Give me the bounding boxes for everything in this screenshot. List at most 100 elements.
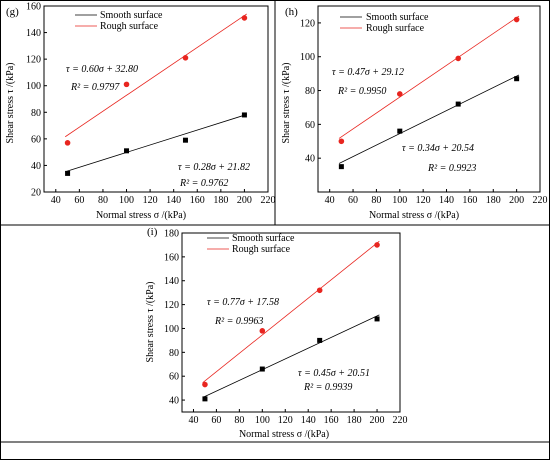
data-point-smooth <box>338 164 344 170</box>
data-point-rough <box>374 242 380 248</box>
equation-rough: τ = 0.60σ + 32.80 <box>66 64 138 75</box>
x-tick-label: 160 <box>462 195 477 206</box>
x-tick-label: 60 <box>74 195 84 206</box>
r2-smooth: R² = 0.9762 <box>179 178 228 189</box>
legend-label-smooth: Smooth surface <box>100 10 163 21</box>
y-tick-label: 40 <box>169 396 179 407</box>
x-tick-label: 200 <box>370 415 385 426</box>
y-tick-label: 100 <box>300 52 315 63</box>
chart-panel-g: (g) Shear stress τ /(kPa) Normal stress … <box>5 2 276 222</box>
x-tick-label: 100 <box>255 415 270 426</box>
x-tick-label: 200 <box>237 195 252 206</box>
fit-line-rough <box>202 240 380 384</box>
x-tick-label: 180 <box>347 415 362 426</box>
y-tick-label: 20 <box>31 188 41 199</box>
data-point-smooth <box>65 170 71 176</box>
data-point-rough <box>259 328 266 334</box>
panel-label: (h) <box>285 6 298 18</box>
y-tick-label: 120 <box>300 18 315 29</box>
x-tick-label: 140 <box>166 195 181 206</box>
data-point-rough <box>513 16 520 23</box>
equation-rough: τ = 0.47σ + 29.12 <box>332 67 404 78</box>
y-tick-label: 100 <box>164 324 179 335</box>
data-point-rough <box>396 91 403 97</box>
panel-label: (i) <box>147 226 158 238</box>
y-axis-label: Shear stress τ /(kPa) <box>5 63 16 144</box>
y-tick-label: 160 <box>164 252 179 263</box>
equation-rough: τ = 0.77σ + 17.58 <box>207 297 279 308</box>
data-point-rough <box>316 287 323 294</box>
fit-line-smooth <box>202 314 380 398</box>
legend-label-rough: Rough surface <box>100 21 159 32</box>
y-tick-label: 60 <box>305 120 315 131</box>
x-tick-label: 160 <box>190 195 205 206</box>
x-tick-label: 120 <box>278 415 293 426</box>
y-tick-label: 160 <box>26 2 41 13</box>
equation-smooth: τ = 0.45σ + 20.51 <box>298 368 370 379</box>
x-axis-label: Normal stress σ /(kPa) <box>369 210 459 221</box>
data-point-smooth <box>397 128 403 134</box>
legend-label-smooth: Smooth surface <box>232 233 295 244</box>
x-axis-label: Normal stress σ /(kPa) <box>96 210 186 221</box>
r2-rough: R² = 0.9797 <box>70 82 120 93</box>
x-tick-label: 180 <box>486 195 501 206</box>
x-tick-label: 180 <box>213 195 228 206</box>
x-tick-label: 80 <box>371 195 381 206</box>
data-point-smooth <box>124 148 130 154</box>
x-tick-label: 140 <box>301 415 316 426</box>
chart-panel-i: (i) Shear stress τ /(kPa) Normal stress … <box>145 226 408 440</box>
x-tick-label: 120 <box>416 195 431 206</box>
data-point-smooth <box>514 76 520 82</box>
data-point-smooth <box>241 112 247 118</box>
plot-area <box>317 5 541 193</box>
chart-panel-h: (h) Shear stress τ /(kPa) Normal stress … <box>281 5 548 221</box>
data-point-smooth <box>317 337 323 343</box>
data-point-rough <box>241 15 248 21</box>
y-tick-label: 80 <box>169 348 179 359</box>
plot-area <box>43 5 269 193</box>
y-axis-label: Shear stress τ /(kPa) <box>281 63 292 144</box>
y-tick-label: 80 <box>305 86 315 97</box>
y-tick-label: 40 <box>305 154 315 165</box>
x-tick-label: 100 <box>392 195 407 206</box>
x-tick-label: 40 <box>188 415 198 426</box>
equation-smooth: τ = 0.34σ + 20.54 <box>402 143 474 154</box>
y-tick-label: 60 <box>31 134 41 145</box>
y-axis-label: Shear stress τ /(kPa) <box>145 282 156 363</box>
x-tick-label: 220 <box>533 195 548 206</box>
x-tick-label: 100 <box>119 195 134 206</box>
x-tick-label: 200 <box>509 195 524 206</box>
r2-smooth: R² = 0.9923 <box>427 163 476 174</box>
y-tick-label: 80 <box>31 108 41 119</box>
legend-label-rough: Rough surface <box>232 244 291 255</box>
r2-rough: R² = 0.9963 <box>214 316 263 327</box>
fit-line-smooth <box>65 114 247 173</box>
y-tick-label: 140 <box>164 276 179 287</box>
y-tick-label: 40 <box>31 161 41 172</box>
data-point-smooth <box>182 137 188 143</box>
y-tick-label: 180 <box>164 229 179 240</box>
x-tick-label: 40 <box>325 195 335 206</box>
x-tick-label: 40 <box>51 195 61 206</box>
y-tick-label: 120 <box>164 300 179 311</box>
fit-line-rough <box>64 13 248 138</box>
x-tick-label: 60 <box>211 415 221 426</box>
data-point-smooth <box>455 101 461 107</box>
x-tick-label: 140 <box>439 195 454 206</box>
x-tick-label: 120 <box>143 195 158 206</box>
x-axis-label: Normal stress σ /(kPa) <box>239 429 329 440</box>
x-tick-label: 220 <box>261 195 276 206</box>
y-tick-label: 120 <box>26 55 41 66</box>
data-point-rough <box>182 55 189 61</box>
x-tick-label: 220 <box>393 415 408 426</box>
data-point-rough <box>338 138 345 145</box>
fit-line-smooth <box>338 74 520 164</box>
equation-smooth: τ = 0.28σ + 21.82 <box>178 162 250 173</box>
x-tick-label: 80 <box>98 195 108 206</box>
panel-label: (g) <box>6 6 19 18</box>
r2-rough: R² = 0.9950 <box>337 86 386 97</box>
r2-smooth: R² = 0.9939 <box>303 382 352 393</box>
y-tick-label: 100 <box>26 81 41 92</box>
x-tick-label: 60 <box>348 195 358 206</box>
